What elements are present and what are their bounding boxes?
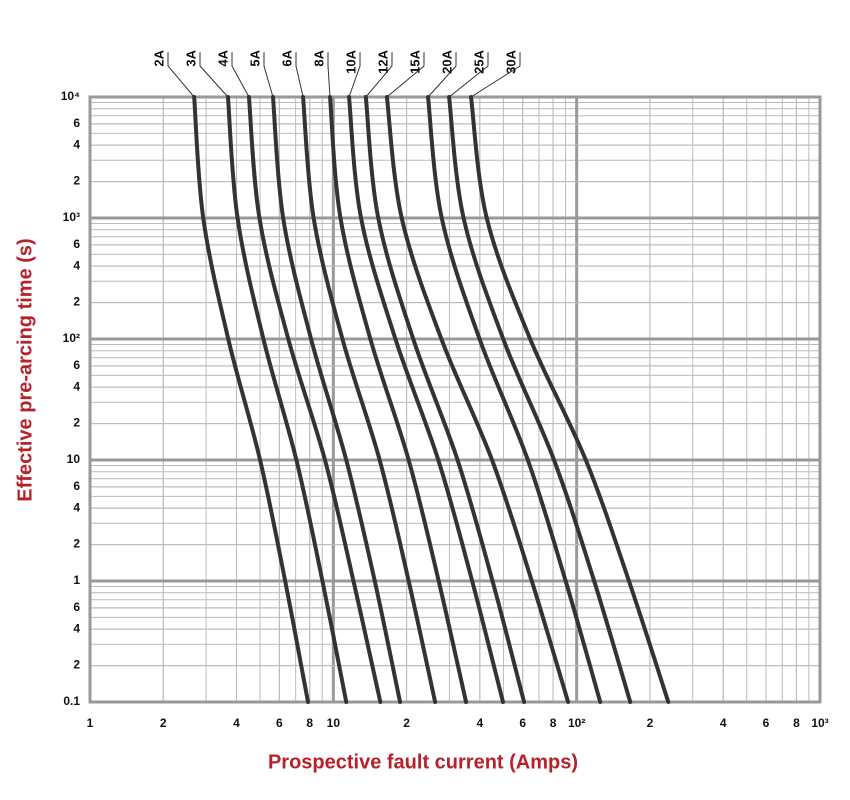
legend-label: 15A (407, 49, 422, 73)
y-tick-label: 6 (73, 600, 80, 614)
legend-label: 8A (311, 49, 326, 66)
x-tick-label: 10³ (811, 716, 828, 730)
y-tick-label: 4 (73, 621, 80, 635)
x-tick-label: 4 (720, 716, 727, 730)
curve (301, 95, 438, 704)
curve (469, 95, 671, 704)
leader-line (448, 52, 489, 98)
legend-label: 5A (247, 49, 262, 66)
leader-line (263, 52, 274, 98)
y-tick-label: 10³ (63, 210, 80, 224)
leader-line (365, 52, 393, 98)
curve (246, 95, 383, 704)
y-tick-label: 6 (73, 358, 80, 372)
leader-line (470, 52, 521, 98)
y-tick-label: 4 (73, 258, 80, 272)
x-tick-label: 10 (327, 716, 341, 730)
x-axis-title: Prospective fault current (Amps) (268, 751, 578, 773)
leader-line (327, 52, 331, 98)
y-tick-label: 2 (73, 416, 80, 430)
x-tick-label: 2 (403, 716, 410, 730)
y-tick-label: 4 (73, 379, 80, 393)
legend-label: 3A (183, 49, 198, 66)
y-tick-label: 1 (73, 573, 80, 587)
y-tick-label: 4 (73, 500, 80, 514)
legend-label: 2A (151, 49, 166, 66)
y-tick-label: 6 (73, 116, 80, 130)
curve (426, 95, 603, 704)
plot-border (88, 95, 822, 704)
x-tick-label: 8 (550, 716, 557, 730)
x-tick-label: 6 (276, 716, 283, 730)
leader-line (348, 52, 361, 98)
y-tick-label: 2 (73, 174, 80, 188)
y-tick-label: 2 (73, 295, 80, 309)
y-tick-label: 4 (73, 137, 80, 151)
legend-label: 4A (215, 49, 230, 66)
curve (328, 95, 469, 704)
x-tick-label: 10² (568, 716, 585, 730)
leader-line (199, 52, 229, 98)
curve (363, 95, 527, 704)
leader-line (167, 52, 195, 98)
leader-line (231, 52, 250, 98)
y-tick-label: 10⁴ (61, 89, 80, 103)
legend-label: 12A (375, 49, 390, 73)
y-tick-label: 2 (73, 537, 80, 551)
y-tick-label: 10 (67, 452, 81, 466)
x-tick-label: 1 (87, 716, 94, 730)
y-tick-label: 2 (73, 658, 80, 672)
x-tick-label: 6 (763, 716, 770, 730)
y-axis-title: Effective pre-arcing time (s) (14, 238, 36, 501)
legend-label: 25A (471, 49, 486, 73)
curve (347, 95, 505, 704)
x-tick-label: 4 (476, 716, 483, 730)
legend-label: 6A (279, 49, 294, 66)
curve (384, 95, 571, 704)
legend-label: 10A (343, 49, 358, 73)
y-tick-label: 0.1 (63, 694, 80, 708)
curve (225, 95, 349, 704)
curve (447, 95, 633, 704)
y-tick-label: 6 (73, 237, 80, 251)
x-tick-label: 8 (306, 716, 313, 730)
curve (270, 95, 403, 704)
x-tick-label: 4 (233, 716, 240, 730)
curve (192, 95, 311, 704)
legend-label: 30A (503, 49, 518, 73)
leader-line (427, 52, 457, 98)
y-tick-label: 10² (63, 331, 80, 345)
x-tick-label: 2 (647, 716, 654, 730)
x-tick-label: 2 (160, 716, 167, 730)
leader-line (295, 52, 304, 98)
legend-label: 20A (439, 49, 454, 73)
x-tick-label: 8 (793, 716, 800, 730)
y-tick-label: 6 (73, 479, 80, 493)
x-tick-label: 6 (519, 716, 526, 730)
leader-line (386, 52, 425, 98)
